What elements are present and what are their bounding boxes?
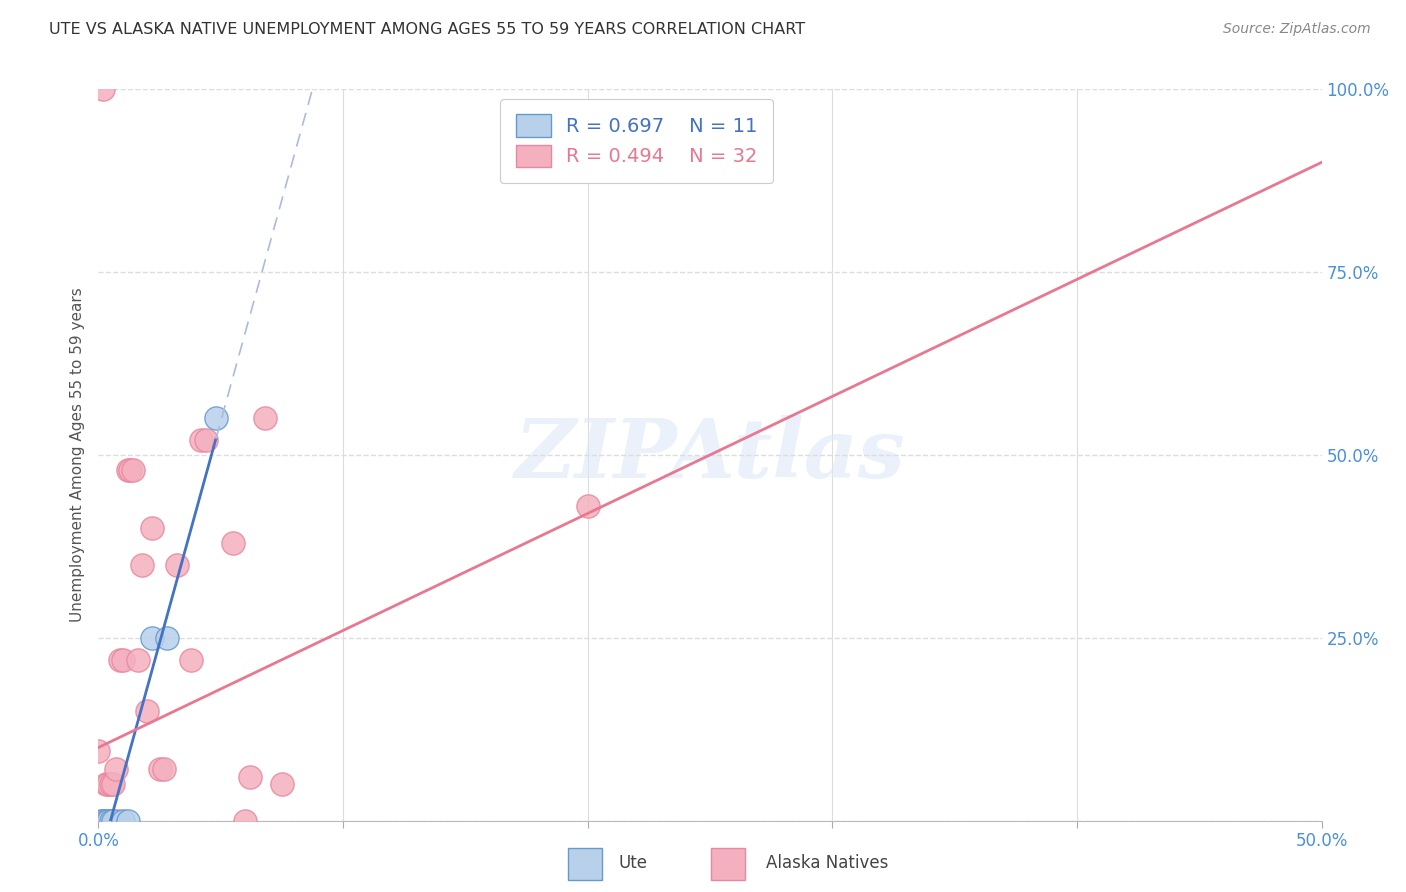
Point [153, 763, 176, 777]
Point [100, 814, 122, 828]
Point [121, 462, 143, 476]
Point [253, 411, 276, 425]
Legend: R = 0.697    N = 11, R = 0.494    N = 32: R = 0.697 N = 11, R = 0.494 N = 32 [501, 99, 773, 183]
Point [111, 653, 134, 667]
Point [94, 777, 117, 791]
Point [100, 814, 122, 828]
Point [94, 814, 117, 828]
Point [117, 814, 139, 828]
Point [91, 814, 114, 828]
Point [270, 777, 294, 791]
Point [101, 814, 124, 828]
Y-axis label: Unemployment Among Ages 55 to 59 years: Unemployment Among Ages 55 to 59 years [69, 287, 84, 623]
Point [141, 521, 163, 535]
Point [180, 653, 202, 667]
Text: ZIPAtlas: ZIPAtlas [515, 415, 905, 495]
Point [233, 814, 256, 828]
Point [166, 558, 188, 572]
Point [87, 744, 110, 758]
Point [107, 814, 129, 828]
Point [97, 777, 120, 791]
Point [97, 814, 120, 828]
Point [141, 631, 163, 645]
Point [205, 411, 228, 425]
Point [136, 704, 159, 718]
Point [91, 814, 114, 828]
FancyBboxPatch shape [711, 848, 745, 880]
Point [576, 499, 599, 513]
Point [127, 653, 149, 667]
Point [94, 814, 117, 828]
Point [110, 653, 132, 667]
Point [120, 462, 142, 476]
Point [90, 814, 112, 828]
Point [100, 777, 122, 791]
Text: Ute: Ute [619, 854, 648, 872]
Point [111, 814, 134, 828]
FancyBboxPatch shape [568, 848, 602, 880]
Point [104, 763, 127, 777]
Text: Source: ZipAtlas.com: Source: ZipAtlas.com [1223, 22, 1371, 37]
Point [195, 434, 218, 448]
Point [91, 82, 114, 96]
Point [222, 535, 245, 549]
Point [156, 631, 179, 645]
Point [149, 763, 172, 777]
Point [117, 462, 139, 476]
Text: Alaska Natives: Alaska Natives [766, 854, 889, 872]
Point [190, 434, 212, 448]
Point [131, 558, 153, 572]
Point [101, 777, 124, 791]
Point [239, 770, 262, 784]
Text: UTE VS ALASKA NATIVE UNEMPLOYMENT AMONG AGES 55 TO 59 YEARS CORRELATION CHART: UTE VS ALASKA NATIVE UNEMPLOYMENT AMONG … [49, 22, 806, 37]
